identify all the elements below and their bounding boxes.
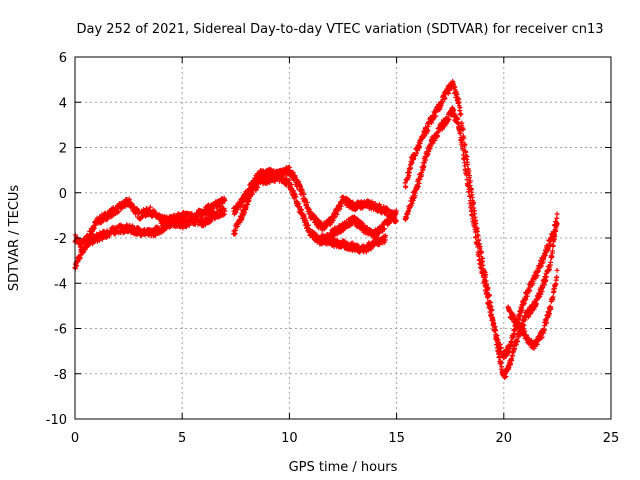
data-point [554, 211, 560, 217]
data-point [222, 198, 228, 204]
series-track-f [402, 78, 560, 381]
data-point [554, 267, 560, 273]
data-point [133, 211, 139, 217]
x-tick-label: 20 [496, 431, 513, 446]
x-tick-label: 5 [178, 431, 186, 446]
x-axis-label: GPS time / hours [289, 460, 398, 475]
y-tick-label: 2 [59, 142, 67, 157]
data-point [116, 209, 122, 215]
y-tick-label: -4 [54, 277, 67, 292]
series-track-d [231, 164, 399, 233]
x-tick-label: 0 [71, 431, 79, 446]
data-point [147, 204, 153, 210]
data-point [208, 218, 214, 224]
x-tick-label: 25 [603, 431, 620, 446]
series-track-a [72, 195, 228, 250]
data-point [91, 225, 97, 231]
y-tick-label: 4 [59, 96, 67, 111]
y-tick-label: -2 [54, 232, 67, 247]
data-point [554, 274, 560, 280]
grid [75, 57, 611, 419]
series-track-b [72, 205, 228, 272]
data-point [99, 236, 105, 242]
x-tick-label: 15 [388, 431, 405, 446]
y-tick-label: 6 [59, 51, 67, 66]
y-tick-label: -8 [54, 368, 67, 383]
data-point [403, 184, 409, 190]
chart-title: Day 252 of 2021, Sidereal Day-to-day VTE… [76, 22, 603, 37]
x-tick-label: 10 [281, 431, 298, 446]
y-tick-label: 0 [59, 187, 67, 202]
series-track-g [402, 105, 560, 361]
data-point [232, 227, 238, 233]
axis-ticks: 0 5 10 15 20 25 -10 -8 -6 -4 -2 0 2 4 6 [46, 51, 620, 446]
data-point [222, 208, 228, 214]
data-point [217, 213, 223, 219]
y-tick-label: -6 [54, 323, 67, 338]
y-axis-label: SDTVAR / TECUs [7, 185, 22, 292]
data-point [186, 222, 192, 228]
data-point [242, 210, 248, 216]
data-points [72, 78, 560, 381]
y-tick-label: -10 [46, 413, 67, 428]
